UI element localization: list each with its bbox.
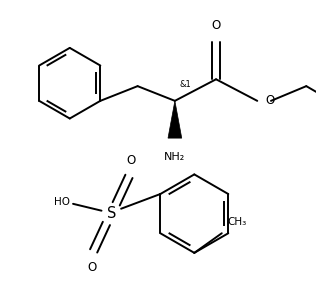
Text: O: O [87,261,96,274]
Text: O: O [265,94,274,107]
Text: NH₂: NH₂ [164,152,186,162]
Polygon shape [168,101,182,138]
Text: CH₃: CH₃ [228,217,247,227]
Text: O: O [126,154,136,166]
Text: HO: HO [54,197,70,207]
Text: O: O [211,19,221,32]
Text: &1: &1 [180,80,191,89]
Text: S: S [107,206,116,221]
